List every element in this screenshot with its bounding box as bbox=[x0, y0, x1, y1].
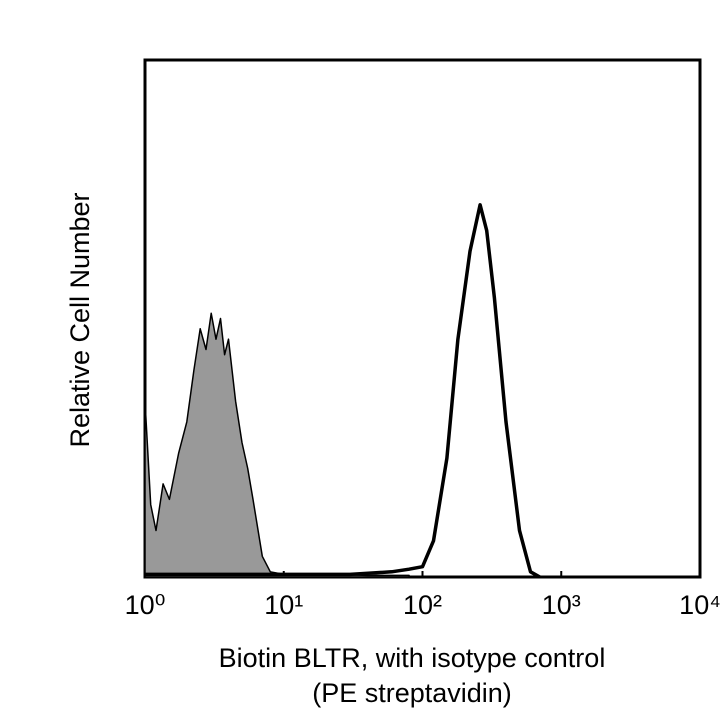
histogram-area bbox=[144, 312, 410, 578]
histogram-line bbox=[145, 203, 541, 579]
y-axis-label: Relative Cell Number bbox=[65, 192, 95, 447]
x-tick-label: 10⁰ bbox=[125, 590, 166, 620]
x-axis-label: Biotin BLTR, with isotype control bbox=[219, 643, 606, 673]
x-axis-label: (PE streptavidin) bbox=[312, 678, 512, 708]
x-tick-label: 10³ bbox=[542, 590, 581, 620]
x-tick-label: 10⁴ bbox=[679, 590, 720, 620]
x-tick-label: 10¹ bbox=[264, 590, 303, 620]
x-tick-label: 10² bbox=[403, 590, 442, 620]
